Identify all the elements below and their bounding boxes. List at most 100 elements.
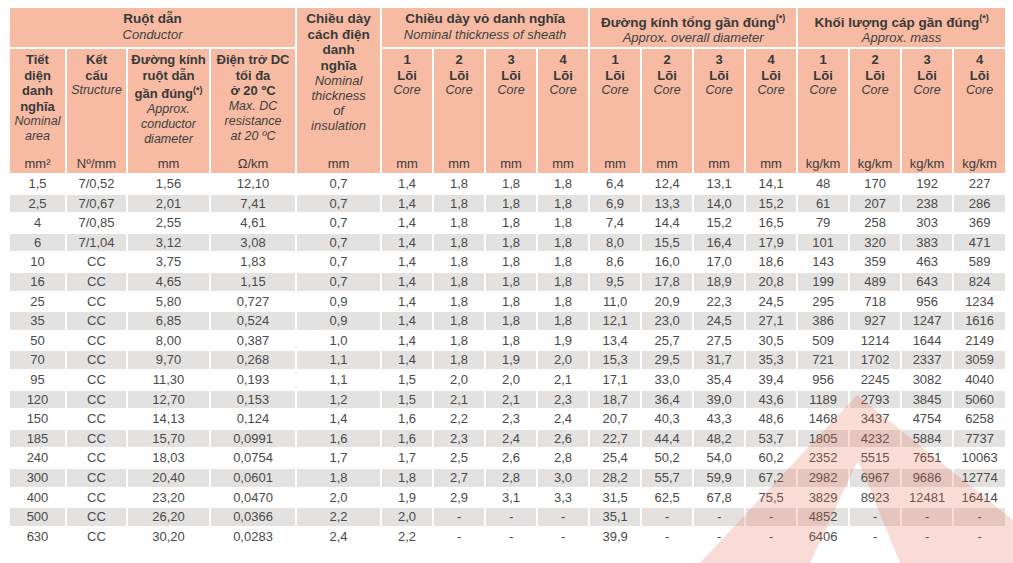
cell: 1,9	[485, 350, 537, 370]
cell: 4232	[849, 429, 901, 449]
cell: 14,13	[127, 409, 210, 429]
cell: 4852	[797, 507, 849, 527]
cell: 1,1	[296, 350, 381, 370]
cell: 170	[849, 174, 901, 194]
cell: 1,8	[537, 292, 589, 312]
cell: 10063	[953, 448, 1006, 468]
cell: 5884	[901, 429, 953, 449]
cell: 16414	[953, 488, 1006, 508]
cell: -	[641, 527, 693, 547]
cell: 39,0	[693, 390, 745, 410]
cell: 17,0	[693, 252, 745, 272]
cell: 386	[797, 311, 849, 331]
cell: 13,3	[641, 194, 693, 214]
cell: 0,124	[210, 409, 296, 429]
cell: 1,8	[537, 272, 589, 292]
cell: 7/0,85	[66, 213, 127, 233]
cell: 2,55	[127, 213, 210, 233]
cell: 70	[9, 350, 66, 370]
cell: CC	[66, 390, 127, 410]
cell: 1,83	[210, 252, 296, 272]
group-header-conductor: Ruột dẫn Conductor	[9, 7, 296, 48]
cell: 15,2	[745, 194, 797, 214]
cell: -	[641, 507, 693, 527]
cell: 15,3	[589, 350, 641, 370]
cell: CC	[66, 468, 127, 488]
cell: 20,8	[745, 272, 797, 292]
cell: CC	[66, 370, 127, 390]
cell: 25,4	[589, 448, 641, 468]
cell: 12,70	[127, 390, 210, 410]
cell: 927	[849, 311, 901, 331]
cell: 27,1	[745, 311, 797, 331]
table-row: 500CC26,200,03662,22,0---35,1---4852---	[9, 507, 1006, 527]
cell: 1616	[953, 311, 1006, 331]
cell: 199	[797, 272, 849, 292]
cell: 59,9	[693, 468, 745, 488]
group-title-vn: Chiều dày vỏ danh nghĩa	[405, 11, 565, 27]
cell: 1,15	[210, 272, 296, 292]
cell: 12,10	[210, 174, 296, 194]
cell: 2982	[797, 468, 849, 488]
cell: 11,0	[589, 292, 641, 312]
cell: 43,6	[745, 390, 797, 410]
cell: 185	[9, 429, 66, 449]
cell: 120	[9, 390, 66, 410]
cell: 53,7	[745, 429, 797, 449]
cell: CC	[66, 488, 127, 508]
cell: 1189	[797, 390, 849, 410]
table-row: 240CC18,030,07541,71,72,52,62,825,450,25…	[9, 448, 1006, 468]
cell: 6	[9, 233, 66, 253]
table-row: 50CC8,000,3871,01,41,81,81,913,425,727,5…	[9, 331, 1006, 351]
cell: 630	[9, 527, 66, 547]
cell: 6,9	[589, 194, 641, 214]
cell: 15,5	[641, 233, 693, 253]
cell: 2793	[849, 390, 901, 410]
cell: 14,4	[641, 213, 693, 233]
table-row: 300CC20,400,06011,81,82,72,83,028,255,75…	[9, 468, 1006, 488]
cell: 23,0	[641, 311, 693, 331]
cell: 1,4	[381, 292, 433, 312]
cell: 1,6	[381, 409, 433, 429]
cell: 1214	[849, 331, 901, 351]
cell: 23,20	[127, 488, 210, 508]
cell: 1702	[849, 350, 901, 370]
cell: CC	[66, 527, 127, 547]
cell: 35,1	[589, 507, 641, 527]
column-header-diameter-4-core: 4LõiCoremm	[745, 48, 797, 174]
table-row: 95CC11,300,1931,11,52,02,02,117,133,035,…	[9, 370, 1006, 390]
cell: 31,5	[589, 488, 641, 508]
cell: 1,8	[485, 174, 537, 194]
cell: 2,2	[381, 527, 433, 547]
cell: 24,5	[693, 311, 745, 331]
column-header-diameter-3-core: 3LõiCoremm	[693, 48, 745, 174]
cell: 6406	[797, 527, 849, 547]
cell: 3,75	[127, 252, 210, 272]
cell: 1,8	[537, 311, 589, 331]
cell: CC	[66, 507, 127, 527]
cell: 1,8	[433, 292, 485, 312]
cell: 48,6	[745, 409, 797, 429]
cell: 1,4	[381, 213, 433, 233]
cell: 143	[797, 252, 849, 272]
cell: 0,7	[296, 194, 381, 214]
cell: 35,3	[745, 350, 797, 370]
group-title-vn: Ruột dẫn	[123, 11, 182, 27]
cell: 13,1	[693, 174, 745, 194]
cell: 2245	[849, 370, 901, 390]
table-row: 400CC23,200,04702,01,92,93,13,331,562,56…	[9, 488, 1006, 508]
cell: 2,0	[537, 350, 589, 370]
table-row: 150CC14,130,1241,41,62,22,32,420,740,343…	[9, 409, 1006, 429]
cell: 0,7	[296, 174, 381, 194]
cell: -	[901, 527, 953, 547]
table-row: 35CC6,850,5240,91,41,81,81,812,123,024,5…	[9, 311, 1006, 331]
cell: 2,0	[381, 507, 433, 527]
cell: 7651	[901, 448, 953, 468]
cell: 30,20	[127, 527, 210, 547]
cell: -	[849, 527, 901, 547]
cell: 61	[797, 194, 849, 214]
cell: 8,00	[127, 331, 210, 351]
cell: 25	[9, 292, 66, 312]
cell: 1,4	[381, 174, 433, 194]
cell: 2,1	[485, 390, 537, 410]
